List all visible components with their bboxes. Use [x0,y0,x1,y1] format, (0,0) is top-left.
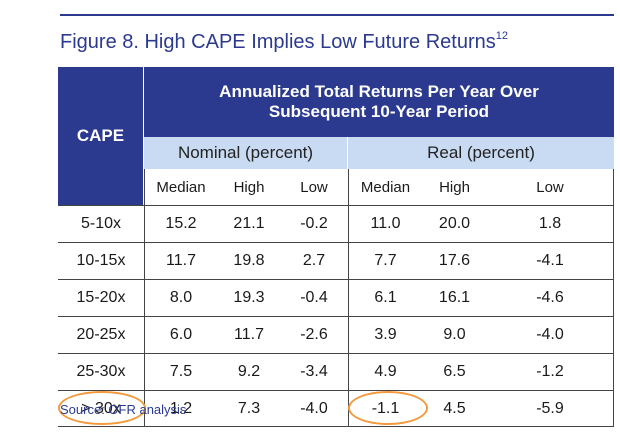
main-header-line-1: Annualized Total Returns Per Year Over [219,82,539,101]
source-note: Source: OFR analysis [60,402,187,417]
grid-hline [58,316,614,317]
grid-hline [58,242,614,243]
group-header-nominal: Nominal (percent) [144,137,348,169]
table-cell: 6.1 [374,288,397,306]
table-cell: -4.0 [300,399,328,417]
table-cell: 7.5 [169,362,193,380]
figure-title: Figure 8. High CAPE Implies Low Future R… [60,30,508,54]
table-cell: -4.0 [536,325,564,343]
table-cell: -3.4 [300,362,328,380]
grid-vline-right [613,169,614,427]
highlight-oval-real-median [348,391,428,425]
cape-range-label: 25-30x [76,362,126,380]
table-cell: -5.9 [536,399,564,417]
table-cell: -0.2 [300,214,328,232]
table-cell: 11.7 [234,325,264,343]
grid-hline [58,353,614,354]
cape-range-label: 20-25x [76,325,126,343]
table-cell: 11.0 [370,214,401,232]
table-cell: -4.6 [536,288,564,306]
table-cell: 1.2 [169,399,193,417]
returns-table: CAPE Annualized Total Returns Per Year Ov… [58,67,614,427]
cape-range-label: 15-20x [76,288,126,306]
cape-header: CAPE [58,67,144,205]
table-cell: -2.6 [300,325,328,343]
table-cell: 16.1 [438,288,471,306]
grid-hline [58,426,614,427]
column-header: Low [300,178,328,196]
table-cell: 17.6 [438,251,471,269]
figure-title-text: Figure 8. High CAPE Implies Low Future R… [60,31,496,53]
cape-range-label: 10-15x [76,251,126,269]
highlight-oval-cape [58,391,146,425]
table-cell: 6.5 [443,362,466,380]
figure-title-footnote: 12 [495,30,508,42]
table-cell: 8.0 [169,288,193,306]
column-header: Median [360,178,411,196]
table-cell: 19.3 [233,288,265,306]
top-rule [60,14,614,16]
grid-hline [58,205,614,206]
table-cell: 4.9 [374,362,397,380]
grid-hline [58,390,614,391]
table-cell: -0.4 [300,288,328,306]
grid-hline [58,279,614,280]
table-cell: 9.0 [443,325,466,343]
grid-vline-middle [348,169,349,427]
main-header-line-2: Subsequent 10-Year Period [268,102,490,121]
table-cell: -4.1 [536,251,564,269]
table-cell: 2.7 [302,251,326,269]
column-header: High [233,178,265,196]
table-cell: 7.3 [237,399,261,417]
table-cell: 21.1 [233,214,265,232]
grid-vline-cape [144,169,145,427]
table-cell: -1.2 [536,362,564,380]
column-header: Low [536,178,564,196]
column-header: High [439,178,470,196]
table-cell: 7.7 [374,251,397,269]
group-header-real: Real (percent) [348,137,614,169]
main-header: Annualized Total Returns Per Year Over Su… [144,67,614,137]
table-cell: 15.2 [165,214,197,232]
cape-range-label: 5-10x [80,214,122,232]
table-cell: 1.8 [538,214,562,232]
table-cell: 11.7 [166,251,196,269]
table-cell: 20.0 [438,214,471,232]
column-header: Median [156,178,206,196]
table-cell: 9.2 [237,362,261,380]
table-cell: 6.0 [169,325,193,343]
table-cell: 3.9 [374,325,397,343]
table-cell: 19.8 [233,251,265,269]
table-cell: 4.5 [443,399,466,417]
